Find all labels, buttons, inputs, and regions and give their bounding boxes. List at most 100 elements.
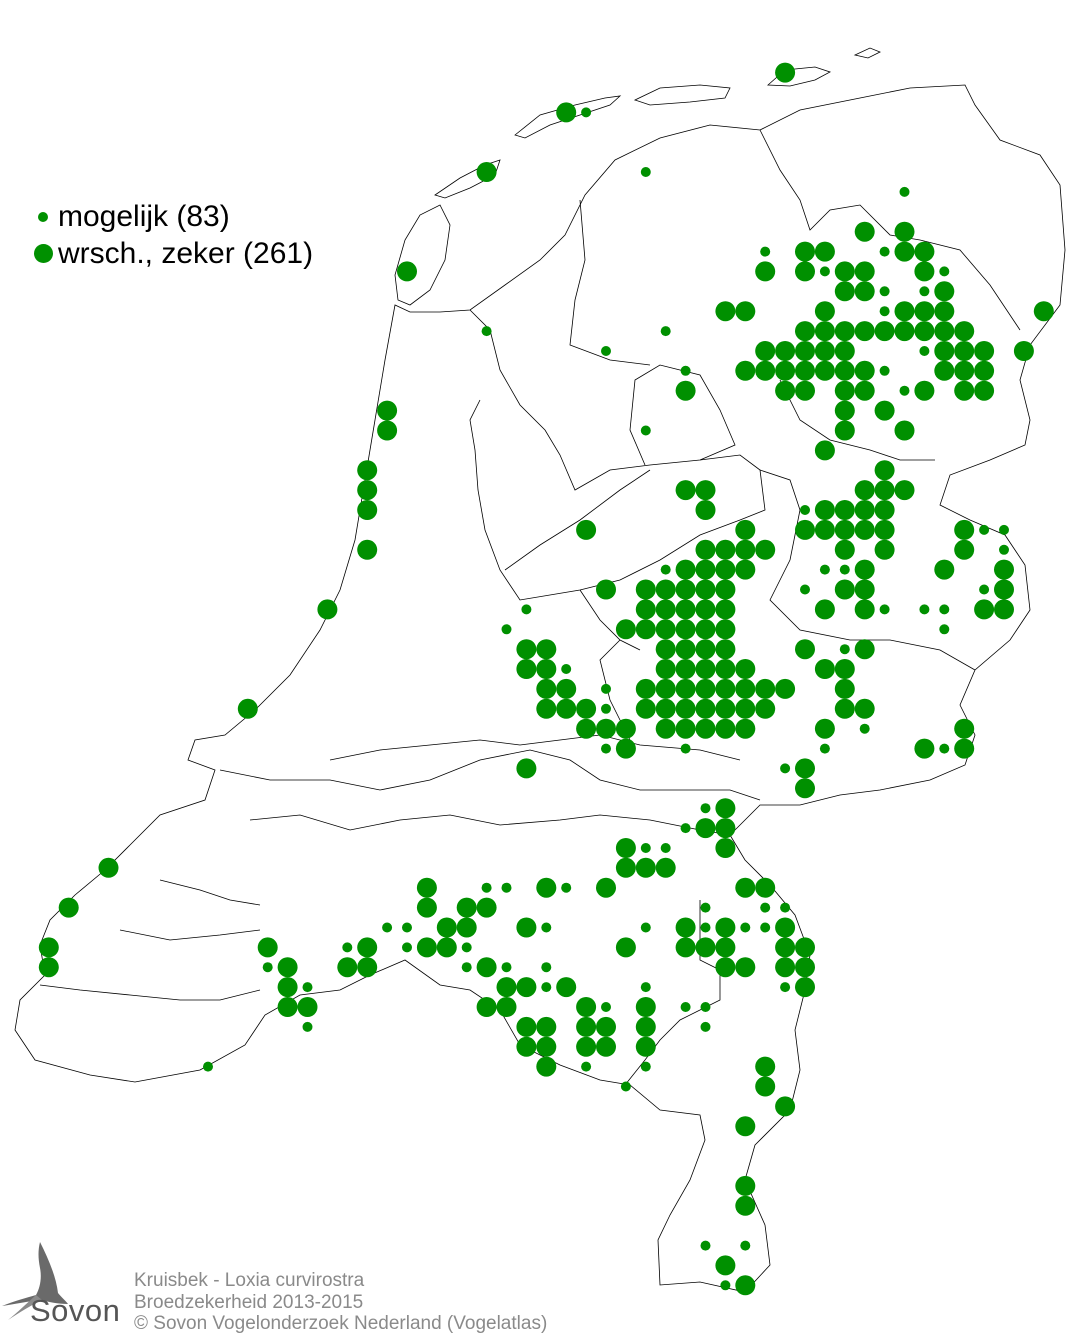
dot-probable-certain: [834, 678, 855, 699]
dot-probable-certain: [954, 380, 975, 401]
dot-possible: [899, 385, 910, 396]
dot-probable-certain: [994, 599, 1014, 620]
dot-possible: [640, 922, 651, 933]
dot-probable-certain: [635, 698, 656, 719]
dot-possible: [879, 306, 890, 317]
dot-probable-certain: [735, 539, 756, 560]
dot-probable-certain: [536, 698, 557, 719]
dot-probable-certain: [576, 519, 597, 540]
island-vlieland: [434, 159, 501, 199]
dot-probable-certain: [994, 559, 1014, 580]
dot-possible: [620, 1081, 631, 1092]
dot-possible: [660, 843, 671, 853]
dot-probable-certain: [735, 698, 756, 719]
dot-probable-certain: [675, 937, 696, 958]
dot-probable-certain: [536, 678, 557, 699]
dot-possible: [382, 922, 393, 933]
dot-probable-certain: [635, 1036, 656, 1057]
dot-probable-certain: [397, 261, 417, 282]
dot-probable-certain: [715, 559, 736, 580]
dot-probable-certain: [795, 758, 815, 779]
dot-probable-certain: [317, 599, 338, 620]
dot-possible: [601, 683, 611, 694]
dot-possible: [501, 624, 512, 635]
dot-probable-certain: [894, 301, 915, 322]
dot-probable-certain: [496, 997, 517, 1017]
dot-probable-certain: [615, 619, 636, 640]
dot-possible: [680, 743, 691, 754]
dot-probable-certain: [536, 1036, 557, 1057]
dot-probable-certain: [814, 301, 835, 322]
dot-probable-certain: [615, 738, 636, 759]
dot-possible: [919, 286, 930, 297]
dot-possible: [700, 922, 711, 933]
legend: mogelijk (83) wrsch., zeker (261): [28, 198, 313, 272]
dot-probable-certain: [635, 1016, 656, 1037]
dot-probable-certain: [695, 678, 716, 699]
flevoland-border: [504, 469, 651, 651]
dot-probable-certain: [277, 957, 298, 978]
dot-probable-certain: [795, 261, 815, 282]
dot-possible: [760, 902, 771, 913]
dot-probable-certain: [735, 360, 756, 381]
dot-probable-certain: [715, 937, 736, 958]
dot-possible: [819, 743, 830, 754]
dot-probable-certain: [675, 380, 696, 401]
dot-possible: [541, 982, 552, 993]
dot-probable-certain: [655, 659, 676, 679]
zeeland-waters: [39, 879, 261, 1001]
dot-possible: [501, 962, 512, 973]
dot-probable-certain: [635, 599, 656, 620]
dot-probable-certain: [954, 360, 975, 381]
dot-probable-certain: [874, 480, 895, 501]
dot-probable-certain: [874, 460, 895, 481]
dot-probable-certain: [675, 579, 696, 600]
dot-possible: [640, 167, 651, 177]
dot-probable-certain: [934, 301, 955, 322]
dot-probable-certain: [735, 678, 756, 699]
dot-probable-certain: [934, 559, 955, 580]
dot-probable-certain: [655, 579, 676, 600]
dot-probable-certain: [755, 877, 776, 898]
island-ameland: [633, 84, 731, 106]
dot-probable-certain: [536, 1056, 557, 1077]
dot-probable-certain: [795, 241, 815, 262]
dot-probable-certain: [655, 698, 676, 719]
dot-probable-certain: [854, 519, 875, 540]
dot-possible: [979, 524, 990, 535]
dot-probable-certain: [795, 937, 815, 958]
dot-probable-certain: [954, 539, 975, 560]
dot-probable-certain: [834, 360, 855, 381]
dot-probable-certain: [954, 341, 975, 361]
dot-probable-certain: [834, 519, 855, 540]
map-subtitle: Broedzekerheid 2013-2015: [134, 1291, 364, 1313]
dot-probable-certain: [854, 360, 875, 381]
dot-probable-certain: [874, 500, 895, 520]
dot-probable-certain: [854, 639, 875, 660]
dot-probable-certain: [615, 937, 636, 958]
dot-probable-certain: [715, 818, 736, 839]
dot-probable-certain: [536, 877, 557, 898]
dot-probable-certain: [516, 1016, 537, 1037]
dot-probable-certain: [655, 857, 676, 878]
dot-probable-certain: [715, 639, 736, 660]
dot-probable-certain: [416, 897, 437, 918]
dot-probable-certain: [854, 261, 875, 282]
dot-probable-certain: [715, 698, 736, 719]
dot-probable-certain: [436, 937, 457, 958]
dot-probable-certain: [894, 420, 915, 441]
dot-probable-certain: [516, 659, 537, 679]
dot-possible: [660, 326, 671, 337]
dot-possible: [521, 604, 532, 615]
dot-probable-certain: [715, 539, 736, 560]
dot-probable-certain: [715, 1255, 736, 1276]
dot-possible: [501, 882, 512, 893]
dot-probable-certain: [934, 281, 955, 302]
dot-possible: [541, 922, 552, 933]
noordoostpolder-border: [629, 364, 736, 466]
dot-possible: [780, 982, 791, 993]
dot-probable-certain: [576, 1036, 597, 1057]
dot-probable-certain: [814, 360, 835, 381]
dot-possible: [541, 962, 552, 973]
dot-probable-certain: [834, 261, 855, 282]
